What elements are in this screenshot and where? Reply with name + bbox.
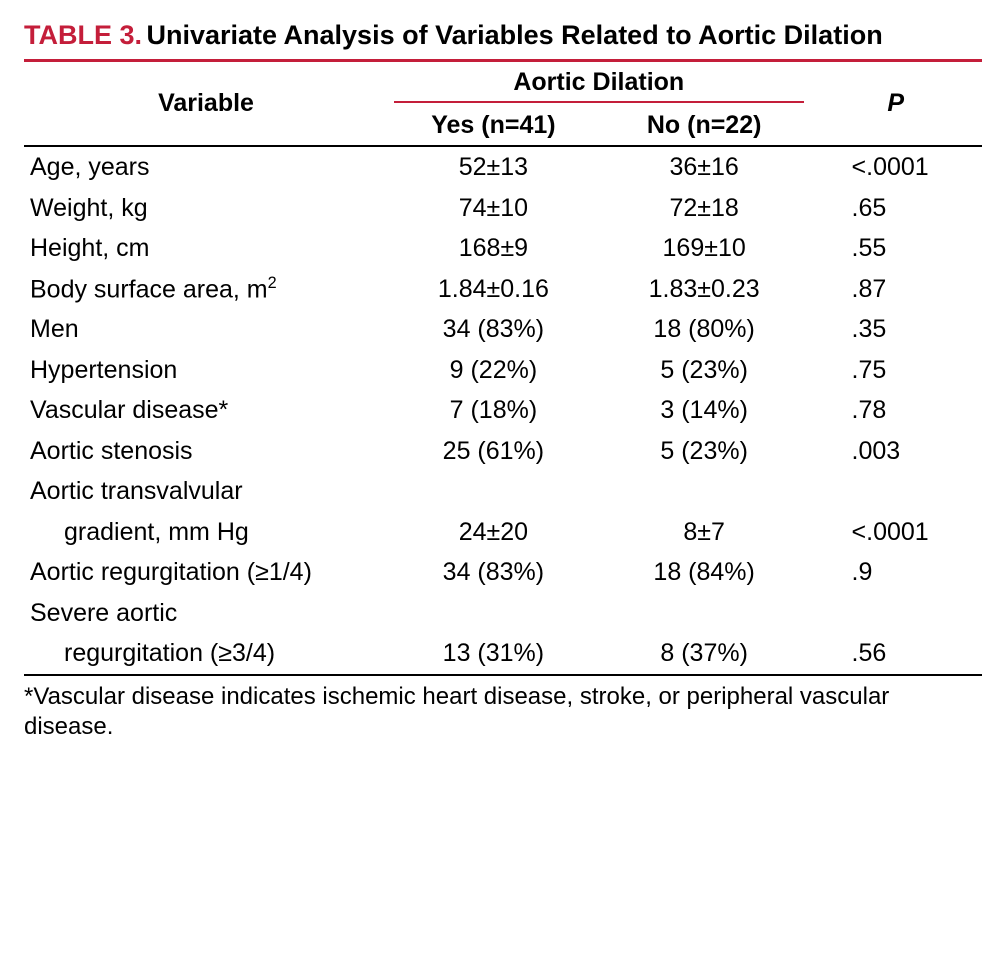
header-variable: Variable	[24, 61, 388, 147]
cell-p: <.0001	[810, 146, 982, 188]
cell-variable: Men	[24, 309, 388, 350]
header-yes: Yes (n=41)	[388, 105, 599, 147]
table-row: Body surface area, m21.84±0.161.83±0.23.…	[24, 269, 982, 310]
cell-yes: 168±9	[388, 228, 599, 269]
cell-yes: 52±13	[388, 146, 599, 188]
table-row: Weight, kg74±1072±18.65	[24, 188, 982, 229]
cell-variable: Aortic transvalvular	[24, 471, 388, 512]
table-row: Aortic transvalvular	[24, 471, 982, 512]
table-row: regurgitation (≥3/4)13 (31%)8 (37%).56	[24, 633, 982, 675]
table-label: TABLE 3.	[24, 20, 142, 50]
cell-no	[599, 471, 810, 512]
cell-variable: Aortic stenosis	[24, 431, 388, 472]
cell-no: 36±16	[599, 146, 810, 188]
table-footnote: *Vascular disease indicates ischemic hea…	[24, 676, 982, 742]
table-row: Men34 (83%)18 (80%).35	[24, 309, 982, 350]
cell-p: .56	[810, 633, 982, 675]
cell-no: 72±18	[599, 188, 810, 229]
cell-no	[599, 593, 810, 634]
cell-p: <.0001	[810, 512, 982, 553]
cell-no: 5 (23%)	[599, 350, 810, 391]
cell-variable: Body surface area, m2	[24, 269, 388, 310]
cell-p: .78	[810, 390, 982, 431]
cell-no: 8±7	[599, 512, 810, 553]
cell-p: .003	[810, 431, 982, 472]
cell-p: .75	[810, 350, 982, 391]
cell-p: .55	[810, 228, 982, 269]
table-row: Hypertension9 (22%)5 (23%).75	[24, 350, 982, 391]
cell-yes: 13 (31%)	[388, 633, 599, 675]
header-spanner-wrap: Aortic Dilation	[388, 61, 810, 105]
cell-variable: gradient, mm Hg	[24, 512, 388, 553]
cell-variable: regurgitation (≥3/4)	[24, 633, 388, 675]
table-title-block: TABLE 3. Univariate Analysis of Variable…	[24, 20, 982, 51]
table-row: Aortic regurgitation (≥1/4)34 (83%)18 (8…	[24, 552, 982, 593]
cell-yes: 7 (18%)	[388, 390, 599, 431]
cell-variable: Height, cm	[24, 228, 388, 269]
cell-variable: Severe aortic	[24, 593, 388, 634]
header-no: No (n=22)	[599, 105, 810, 147]
cell-variable: Aortic regurgitation (≥1/4)	[24, 552, 388, 593]
cell-yes: 25 (61%)	[388, 431, 599, 472]
header-spanner: Aortic Dilation	[394, 66, 804, 103]
cell-no: 169±10	[599, 228, 810, 269]
cell-yes: 74±10	[388, 188, 599, 229]
cell-no: 1.83±0.23	[599, 269, 810, 310]
cell-yes: 34 (83%)	[388, 552, 599, 593]
header-p: P	[810, 61, 982, 147]
cell-yes	[388, 593, 599, 634]
cell-p	[810, 593, 982, 634]
cell-p	[810, 471, 982, 512]
cell-yes: 9 (22%)	[388, 350, 599, 391]
cell-yes: 34 (83%)	[388, 309, 599, 350]
table-body: Age, years52±1336±16<.0001Weight, kg74±1…	[24, 146, 982, 675]
cell-p: .65	[810, 188, 982, 229]
cell-no: 3 (14%)	[599, 390, 810, 431]
cell-no: 8 (37%)	[599, 633, 810, 675]
cell-variable: Vascular disease*	[24, 390, 388, 431]
cell-p: .9	[810, 552, 982, 593]
table-row: Height, cm168±9169±10.55	[24, 228, 982, 269]
cell-variable: Hypertension	[24, 350, 388, 391]
cell-no: 18 (84%)	[599, 552, 810, 593]
cell-variable: Weight, kg	[24, 188, 388, 229]
table-title: Univariate Analysis of Variables Related…	[146, 20, 882, 50]
table-row: Age, years52±1336±16<.0001	[24, 146, 982, 188]
cell-yes: 24±20	[388, 512, 599, 553]
table-row: gradient, mm Hg24±208±7<.0001	[24, 512, 982, 553]
table-row: Severe aortic	[24, 593, 982, 634]
cell-no: 5 (23%)	[599, 431, 810, 472]
cell-yes	[388, 471, 599, 512]
data-table: Variable Aortic Dilation P Yes (n=41) No…	[24, 59, 982, 676]
table-row: Aortic stenosis25 (61%)5 (23%).003	[24, 431, 982, 472]
cell-p: .87	[810, 269, 982, 310]
cell-no: 18 (80%)	[599, 309, 810, 350]
cell-p: .35	[810, 309, 982, 350]
cell-variable: Age, years	[24, 146, 388, 188]
cell-yes: 1.84±0.16	[388, 269, 599, 310]
table-row: Vascular disease*7 (18%)3 (14%).78	[24, 390, 982, 431]
